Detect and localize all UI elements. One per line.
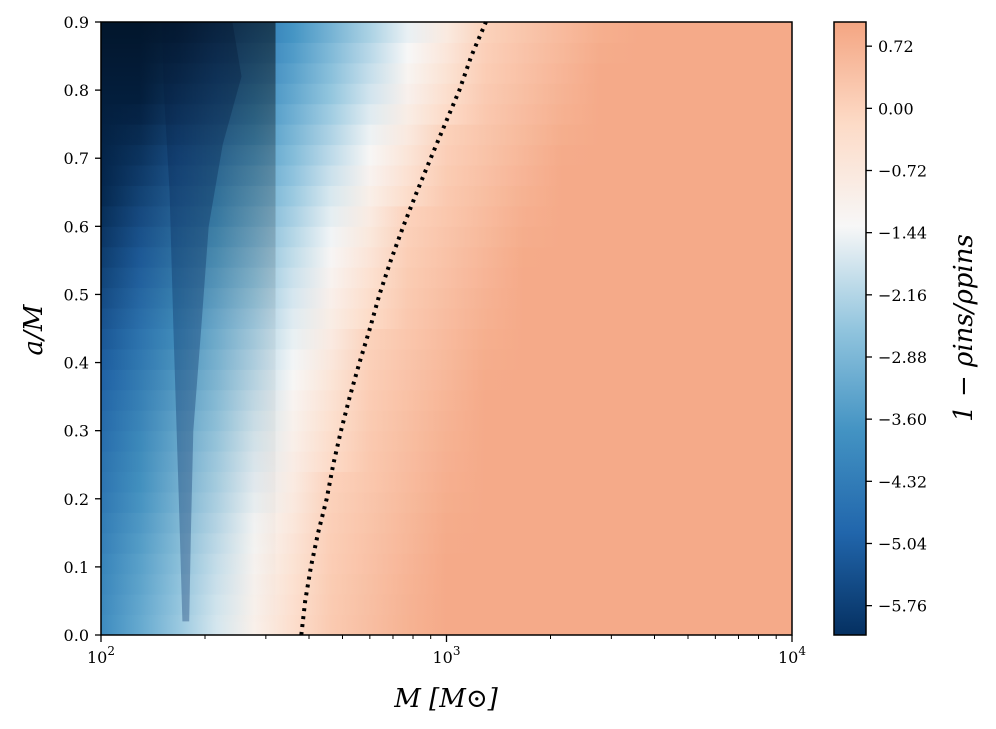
colorbar-tick-label: −5.76 (878, 597, 927, 616)
heatmap-band (101, 471, 792, 493)
colorbar-label: 1 − ρins/ρpins (949, 234, 979, 422)
y-tick-label: 0.0 (64, 626, 89, 645)
zero-contour-line (299, 21, 488, 636)
heatmap-band (101, 552, 792, 575)
heatmap-band (101, 511, 792, 534)
colorbar (833, 21, 867, 636)
heatmap-band (101, 593, 792, 616)
heatmap-band (101, 614, 792, 636)
heatmap-band (101, 389, 792, 411)
heatmap-band (101, 573, 792, 595)
colorbar-tick-label: −2.88 (878, 348, 927, 367)
heatmap-band (101, 430, 792, 452)
y-tick-label: 0.5 (64, 285, 89, 304)
colorbar-tick-label: −3.60 (878, 410, 927, 429)
y-tick-label: 0.7 (64, 149, 89, 168)
y-tick-label: 0.3 (64, 422, 89, 441)
x-axis-ticks: 102 103 104 (87, 635, 806, 667)
heatmap-band (101, 409, 792, 432)
colorbar-tick-label: 0.72 (878, 37, 914, 56)
heatmap-band (101, 450, 792, 473)
colorbar-tick-label: −4.32 (878, 472, 927, 491)
y-axis-label: a/M (19, 303, 49, 355)
heatmap-band (101, 491, 792, 513)
heatmap-band (101, 532, 792, 554)
y-tick-label: 0.2 (64, 490, 89, 509)
x-axis-label: M [M⊙] (393, 684, 498, 714)
y-tick-label: 0.4 (64, 354, 89, 373)
y-tick-label: 0.1 (64, 558, 89, 577)
colorbar-tick-label: −1.44 (878, 224, 927, 243)
colorbar-tick-label: 0.00 (878, 99, 914, 118)
y-tick-label: 0.9 (64, 13, 89, 32)
heatmap-band (101, 328, 792, 350)
x-tick-label: 102 (87, 644, 115, 667)
colorbar-tick-label: −5.04 (878, 534, 927, 553)
y-tick-label: 0.6 (64, 217, 89, 236)
colorbar-ticks: 0.72 0.00 −0.72 −1.44 −2.16 −2.88 −3.60 −4.32 −5… (866, 37, 927, 616)
y-tick-label: 0.8 (64, 81, 89, 100)
x-tick-label: 104 (778, 644, 806, 667)
x-tick-label: 103 (433, 644, 461, 667)
colorbar-tick-label: −0.72 (878, 162, 927, 181)
heatmap-band (101, 368, 792, 391)
heatmap-band (101, 307, 792, 329)
colorbar-tick-label: −2.16 (878, 286, 927, 305)
heatmap-band (101, 348, 792, 370)
y-axis-ticks: 0.0 0.1 0.2 0.3 0.4 0.5 0.6 0.7 0.8 0.9 (64, 13, 101, 645)
heatmap-band (101, 287, 792, 309)
